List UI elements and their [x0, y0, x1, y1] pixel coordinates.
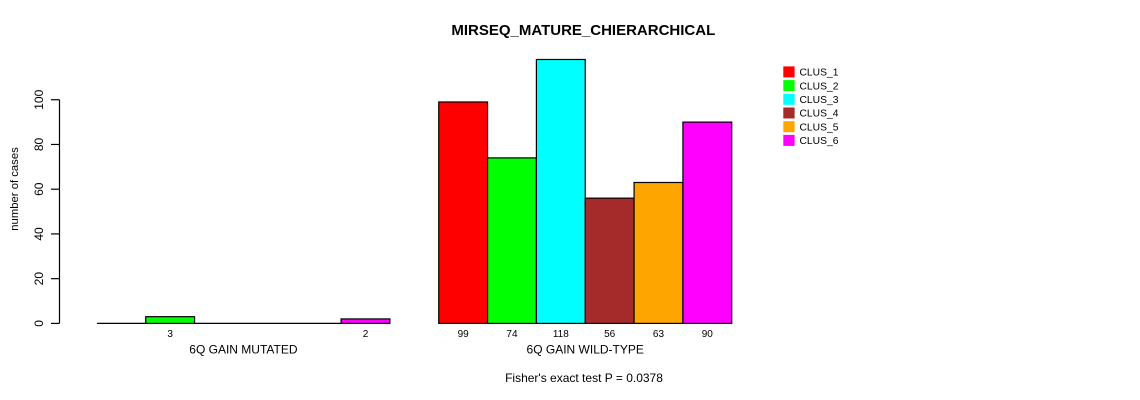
- svg-text:60: 60: [32, 182, 46, 196]
- svg-text:3: 3: [167, 329, 173, 340]
- svg-text:20: 20: [32, 272, 46, 286]
- svg-text:63: 63: [653, 329, 665, 340]
- svg-text:CLUS_2: CLUS_2: [800, 81, 839, 92]
- svg-text:40: 40: [32, 227, 46, 241]
- svg-text:100: 100: [32, 89, 46, 109]
- svg-text:2: 2: [363, 329, 369, 340]
- svg-text:CLUS_3: CLUS_3: [800, 95, 839, 106]
- svg-text:Fisher's exact test P = 0.0378: Fisher's exact test P = 0.0378: [505, 371, 663, 385]
- svg-text:99: 99: [458, 329, 470, 340]
- svg-text:CLUS_5: CLUS_5: [800, 122, 839, 133]
- svg-text:MIRSEQ_MATURE_CHIERARCHICAL: MIRSEQ_MATURE_CHIERARCHICAL: [451, 22, 715, 39]
- svg-text:CLUS_6: CLUS_6: [800, 136, 839, 147]
- svg-text:118: 118: [553, 329, 569, 340]
- svg-text:number of cases: number of cases: [9, 147, 21, 231]
- svg-text:CLUS_4: CLUS_4: [800, 109, 839, 120]
- svg-text:80: 80: [32, 137, 46, 151]
- svg-text:CLUS_1: CLUS_1: [800, 68, 839, 79]
- svg-text:6Q GAIN WILD-TYPE: 6Q GAIN WILD-TYPE: [527, 342, 644, 356]
- svg-text:90: 90: [702, 329, 714, 340]
- svg-text:56: 56: [604, 329, 616, 340]
- svg-text:74: 74: [506, 329, 518, 340]
- svg-text:0: 0: [32, 320, 46, 327]
- svg-text:6Q GAIN MUTATED: 6Q GAIN MUTATED: [189, 342, 298, 356]
